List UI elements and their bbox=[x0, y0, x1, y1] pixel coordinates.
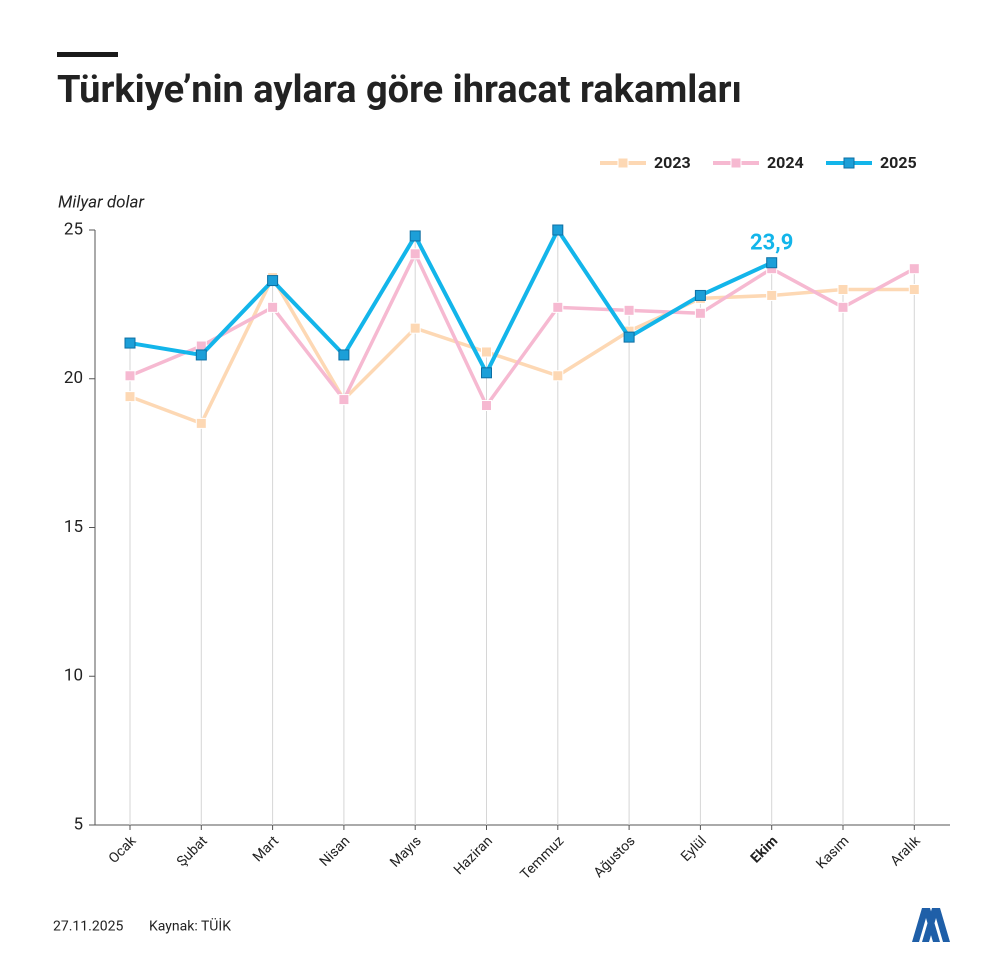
y-tick-label: 15 bbox=[64, 517, 83, 537]
x-tick-label: Ekim bbox=[748, 833, 781, 866]
source: Kaynak: TÜİK bbox=[149, 918, 231, 935]
point-marker bbox=[908, 263, 920, 275]
point-marker bbox=[837, 301, 849, 313]
point-marker bbox=[124, 370, 136, 382]
point-marker bbox=[195, 349, 207, 361]
y-tick-label: 20 bbox=[64, 368, 83, 388]
point-marker bbox=[338, 349, 350, 361]
logo bbox=[912, 908, 950, 942]
x-tick-label: Ocak bbox=[106, 832, 140, 866]
point-marker bbox=[481, 400, 492, 412]
point-marker bbox=[623, 331, 635, 343]
point-marker bbox=[694, 289, 706, 301]
point-marker bbox=[766, 257, 778, 269]
x-tick-label: Temmuz bbox=[518, 833, 568, 883]
date: 27.11.2025 bbox=[53, 919, 123, 935]
point-marker bbox=[766, 289, 778, 301]
x-tick-label: Haziran bbox=[451, 833, 496, 878]
point-marker bbox=[124, 337, 136, 349]
chart-title: Türkiye’nin aylara göre ihracat rakamlar… bbox=[57, 68, 742, 112]
point-marker bbox=[552, 224, 564, 236]
point-marker bbox=[481, 367, 492, 379]
y-axis-label: Milyar dolar bbox=[58, 192, 145, 212]
point-marker bbox=[409, 322, 421, 334]
point-marker bbox=[267, 275, 279, 287]
point-marker bbox=[552, 301, 564, 313]
point-marker bbox=[267, 301, 279, 313]
legend-label: 2023 bbox=[654, 153, 691, 172]
legend-marker bbox=[617, 157, 629, 169]
point-marker bbox=[694, 307, 706, 319]
point-marker bbox=[481, 346, 492, 358]
point-marker bbox=[124, 391, 136, 403]
x-tick-label: Şubat bbox=[174, 833, 211, 870]
point-marker bbox=[409, 248, 421, 260]
point-marker bbox=[338, 394, 350, 406]
point-marker bbox=[908, 284, 920, 295]
series-line bbox=[129, 228, 773, 375]
series-line bbox=[129, 275, 915, 426]
y-tick-label: 5 bbox=[73, 814, 83, 834]
value-label: 23,9 bbox=[750, 231, 793, 256]
point-marker bbox=[837, 284, 849, 295]
title-bar bbox=[57, 52, 118, 57]
point-marker bbox=[195, 417, 207, 429]
point-marker bbox=[623, 304, 635, 316]
y-tick-label: 10 bbox=[64, 666, 83, 686]
legend-marker bbox=[730, 157, 742, 169]
x-tick-label: Eylül bbox=[678, 833, 710, 865]
legend-marker bbox=[843, 157, 855, 169]
y-tick-label: 25 bbox=[64, 219, 83, 239]
x-tick-label: Kasım bbox=[813, 833, 852, 872]
point-marker bbox=[552, 370, 564, 382]
x-tick-label: Mart bbox=[250, 833, 282, 865]
x-tick-label: Ağustos bbox=[591, 833, 639, 881]
x-tick-label: Mayıs bbox=[387, 833, 425, 871]
legend-label: 2024 bbox=[767, 153, 804, 172]
series-line bbox=[129, 252, 916, 408]
legend-label: 2025 bbox=[880, 153, 917, 172]
x-tick-label: Nisan bbox=[317, 833, 354, 870]
point-marker bbox=[409, 230, 421, 242]
x-tick-label: Aralık bbox=[888, 832, 925, 869]
